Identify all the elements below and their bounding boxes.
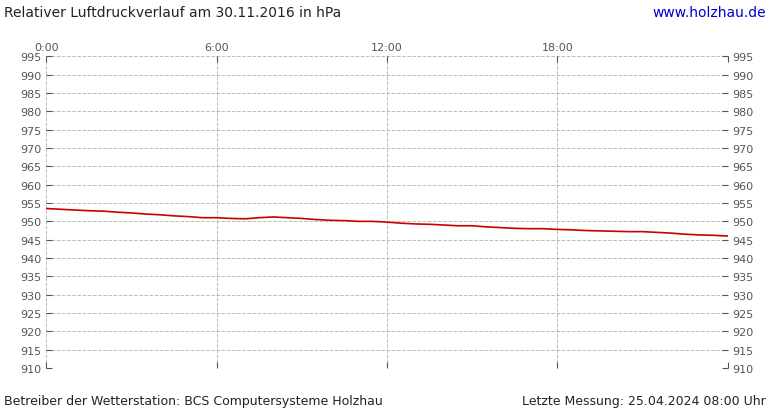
Text: Relativer Luftdruckverlauf am 30.11.2016 in hPa: Relativer Luftdruckverlauf am 30.11.2016…: [4, 6, 341, 20]
Text: Letzte Messung: 25.04.2024 08:00 Uhr: Letzte Messung: 25.04.2024 08:00 Uhr: [522, 394, 766, 407]
Text: Betreiber der Wetterstation: BCS Computersysteme Holzhau: Betreiber der Wetterstation: BCS Compute…: [4, 394, 383, 407]
Text: www.holzhau.de: www.holzhau.de: [652, 6, 766, 20]
